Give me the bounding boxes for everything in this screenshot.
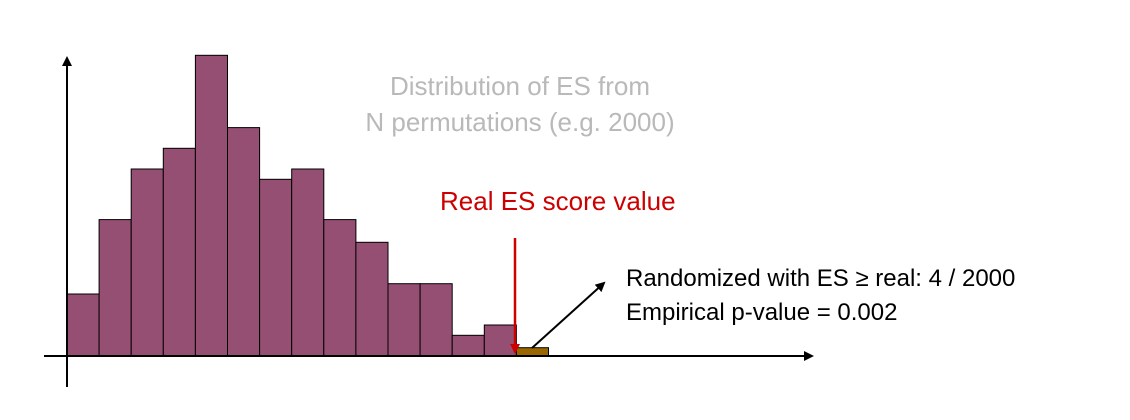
histogram-bar	[323, 219, 357, 357]
histogram-bar	[66, 293, 100, 357]
distribution-caption: Distribution of ES from N permutations (…	[300, 68, 740, 140]
pointer-arrow	[531, 281, 606, 349]
highlighted-bar	[515, 347, 550, 357]
histogram-bar	[227, 127, 261, 357]
histogram-bar	[483, 324, 517, 357]
histogram-bar	[419, 283, 453, 357]
result-annotation: Randomized with ES ≥ real: 4 / 2000 Empi…	[626, 262, 1015, 330]
histogram-bar	[259, 178, 293, 357]
histogram-bar	[98, 219, 132, 357]
histogram-bar	[387, 283, 421, 357]
histogram-bars	[66, 54, 550, 357]
histogram-bar	[291, 168, 325, 357]
distribution-caption-line-2: N permutations (e.g. 2000)	[365, 107, 675, 137]
histogram-bar	[355, 241, 389, 357]
histogram-bar	[130, 168, 164, 357]
histogram-bar	[194, 54, 228, 357]
distribution-caption-line-1: Distribution of ES from	[389, 71, 651, 101]
randomized-count-text: Randomized with ES ≥ real: 4 / 2000	[626, 265, 1016, 292]
empirical-pvalue-text: Empirical p-value = 0.002	[626, 299, 898, 326]
histogram-bar	[451, 334, 485, 357]
real-es-label: Real ES score value	[440, 186, 676, 216]
histogram-bar	[162, 147, 196, 357]
